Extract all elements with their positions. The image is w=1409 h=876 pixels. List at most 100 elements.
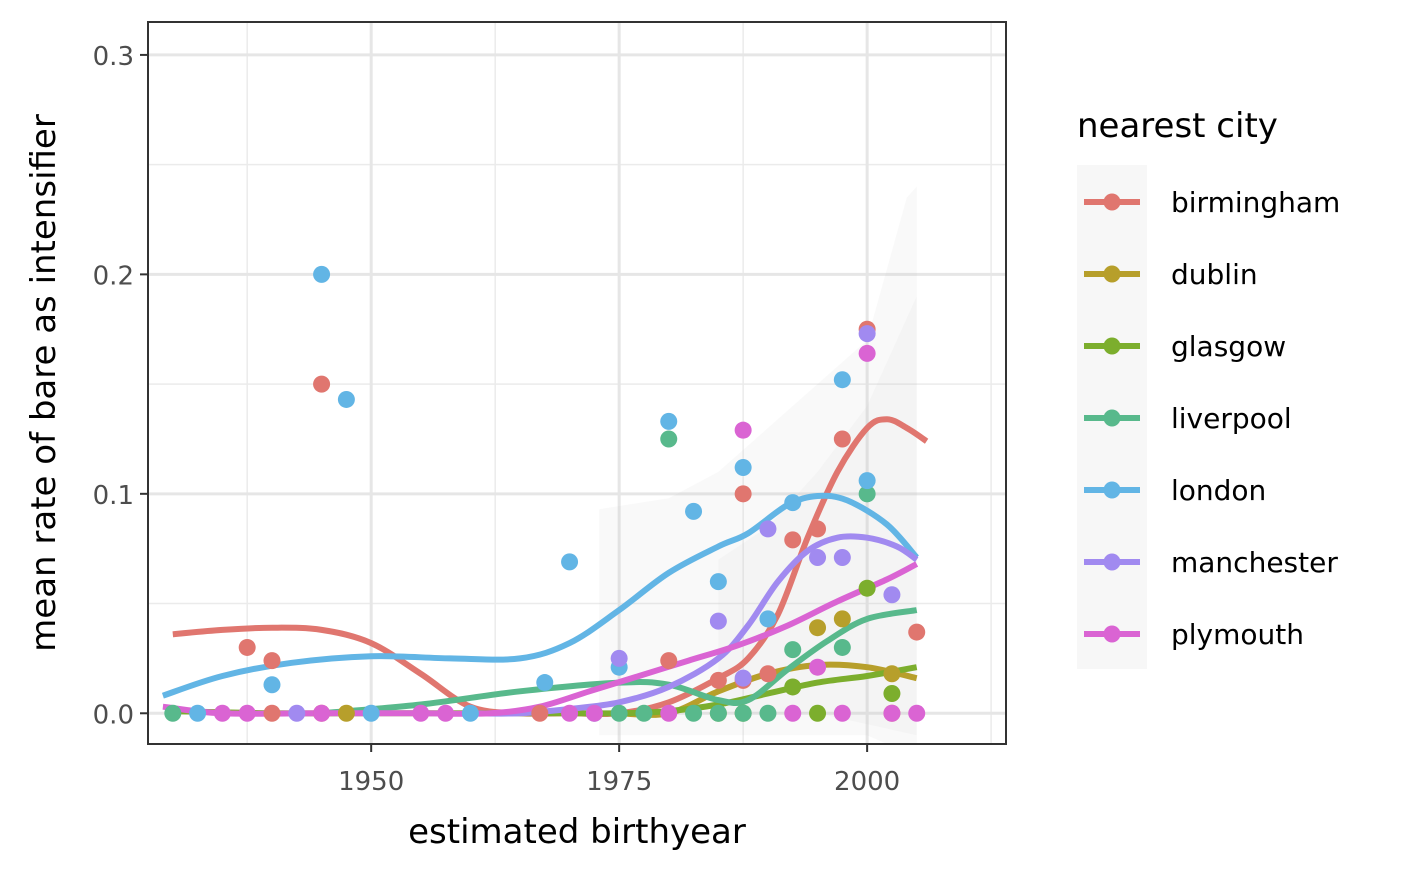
point-manchester <box>809 548 827 566</box>
y-axis-title: mean rate of bare as intensifier <box>24 114 64 652</box>
legend-key-point-liverpool <box>1103 409 1121 427</box>
legend-label-manchester: manchester <box>1171 546 1338 579</box>
point-glasgow <box>809 704 827 722</box>
point-plymouth <box>883 704 901 722</box>
point-liverpool <box>635 704 653 722</box>
legend-key-point-plymouth <box>1103 625 1121 643</box>
point-london <box>263 676 281 694</box>
point-birmingham <box>908 623 926 641</box>
point-manchester <box>610 649 628 667</box>
x-tick-label: 1950 <box>338 767 404 797</box>
point-birmingham <box>759 665 777 683</box>
point-liverpool <box>709 704 727 722</box>
point-london <box>734 458 752 476</box>
x-tick-label: 2000 <box>834 767 900 797</box>
smooth-line-liverpool <box>321 607 918 717</box>
point-plymouth <box>437 704 455 722</box>
point-london <box>362 704 380 722</box>
point-liverpool <box>833 638 851 656</box>
point-birmingham <box>784 531 802 549</box>
point-london <box>461 704 479 722</box>
point-dublin <box>337 704 355 722</box>
point-plymouth <box>858 344 876 362</box>
point-birmingham <box>263 652 281 670</box>
point-plymouth <box>734 421 752 439</box>
legend-label-plymouth: plymouth <box>1171 618 1304 651</box>
point-dublin <box>809 619 827 637</box>
point-plymouth <box>585 704 603 722</box>
point-dublin <box>883 665 901 683</box>
point-birmingham <box>238 638 256 656</box>
point-plymouth <box>908 704 926 722</box>
legend-title: nearest city <box>1077 106 1278 146</box>
point-plymouth <box>213 704 231 722</box>
y-axis-ticks: 0.0 0.1 0.2 0.3 <box>93 42 148 730</box>
point-plymouth <box>833 704 851 722</box>
x-axis-title: estimated birthyear <box>408 812 746 852</box>
y-tick-label: 0.2 <box>93 261 134 291</box>
point-birmingham <box>734 485 752 503</box>
point-birmingham <box>313 375 331 393</box>
point-manchester <box>288 704 306 722</box>
data-points <box>164 265 926 722</box>
point-london <box>189 704 207 722</box>
y-tick-label: 0.3 <box>93 42 134 72</box>
legend-key-point-manchester <box>1103 553 1121 571</box>
point-london <box>660 412 678 430</box>
legend-label-dublin: dublin <box>1171 258 1258 291</box>
legend-key-point-glasgow <box>1103 337 1121 355</box>
point-manchester <box>734 669 752 687</box>
point-liverpool <box>734 704 752 722</box>
smooth-line-birmingham <box>172 416 929 718</box>
point-liverpool <box>164 704 182 722</box>
point-plymouth <box>313 704 331 722</box>
point-plymouth <box>809 658 827 676</box>
y-tick-label: 0.0 <box>93 700 134 730</box>
point-manchester <box>883 586 901 604</box>
point-london <box>313 265 331 283</box>
point-glasgow <box>883 685 901 703</box>
legend-label-birmingham: birmingham <box>1171 186 1340 219</box>
point-london <box>833 371 851 389</box>
point-liverpool <box>660 430 678 448</box>
point-glasgow <box>858 579 876 597</box>
point-liverpool <box>784 641 802 659</box>
legend-label-glasgow: glasgow <box>1171 330 1286 363</box>
legend-key-point-birmingham <box>1103 193 1121 211</box>
point-london <box>759 610 777 628</box>
point-liverpool <box>610 704 628 722</box>
point-plymouth <box>784 704 802 722</box>
point-manchester <box>858 325 876 343</box>
point-plymouth <box>561 704 579 722</box>
grid-minor <box>148 22 1006 744</box>
point-london <box>536 674 554 692</box>
legend-key-point-london <box>1103 481 1121 499</box>
point-london <box>784 494 802 512</box>
point-manchester <box>709 612 727 630</box>
point-birmingham <box>660 652 678 670</box>
point-london <box>858 472 876 490</box>
point-liverpool <box>759 704 777 722</box>
legend-label-london: london <box>1171 474 1266 507</box>
point-plymouth <box>660 704 678 722</box>
point-london <box>685 502 703 520</box>
point-liverpool <box>685 704 703 722</box>
legend-key-point-dublin <box>1103 265 1121 283</box>
point-glasgow <box>784 678 802 696</box>
point-manchester <box>759 520 777 538</box>
point-london <box>709 573 727 591</box>
point-london <box>561 553 579 571</box>
point-birmingham <box>531 704 549 722</box>
point-birmingham <box>709 671 727 689</box>
legend: nearest city birmingham dublin glasgow live… <box>1077 106 1340 669</box>
point-plymouth <box>238 704 256 722</box>
point-dublin <box>833 610 851 628</box>
point-birmingham <box>833 430 851 448</box>
point-birmingham <box>809 520 827 538</box>
point-london <box>337 390 355 408</box>
legend-label-liverpool: liverpool <box>1171 402 1292 435</box>
point-plymouth <box>412 704 430 722</box>
x-axis-ticks: 1950 1975 2000 <box>338 744 900 797</box>
plot-panel-border <box>147 21 1007 745</box>
